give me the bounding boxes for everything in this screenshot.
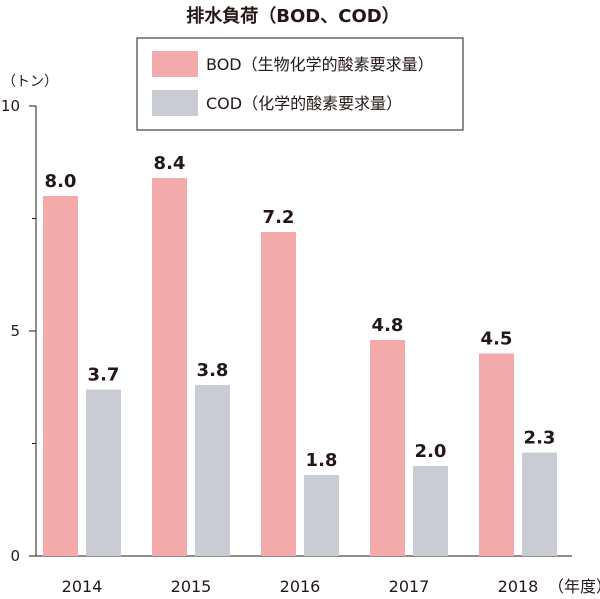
legend-label-cod: COD（化学的酸素要求量） <box>206 94 402 113</box>
data-label-cod-2017: 2.0 <box>415 441 447 462</box>
bar-cod-2018 <box>522 452 557 556</box>
y-axis-unit: （トン） <box>2 74 58 90</box>
data-label-bod-2015: 8.4 <box>154 153 186 174</box>
bar-bod-2015 <box>152 178 187 556</box>
bar-bod-2016 <box>261 232 296 556</box>
y-axis-ticks: 0 5 10 <box>1 97 36 565</box>
bars <box>43 178 557 556</box>
y-tick-label: 5 <box>10 322 20 340</box>
data-label-cod-2014: 3.7 <box>88 365 120 386</box>
x-axis-unit: （年度） <box>548 577 600 596</box>
bar-cod-2014 <box>86 389 121 556</box>
data-label-bod-2017: 4.8 <box>372 315 404 336</box>
legend-swatch-cod <box>152 90 198 116</box>
x-tick-label-2018: 2018 <box>498 577 539 596</box>
bar-bod-2014 <box>43 196 78 556</box>
bar-bod-2018 <box>479 353 514 556</box>
x-tick-label-2016: 2016 <box>280 577 321 596</box>
x-tick-label-2015: 2015 <box>171 577 212 596</box>
bar-cod-2017 <box>413 466 448 556</box>
x-axis-labels: 2014 2015 2016 2017 2018 <box>62 577 539 596</box>
chart-title: 排水負荷（BOD、COD） <box>186 5 399 27</box>
data-label-bod-2014: 8.0 <box>45 171 77 192</box>
legend: BOD（生物化学的酸素要求量） COD（化学的酸素要求量） <box>136 37 464 131</box>
data-label-bod-2018: 4.5 <box>481 329 513 350</box>
legend-label-bod: BOD（生物化学的酸素要求量） <box>206 55 434 74</box>
x-tick-label-2014: 2014 <box>62 577 103 596</box>
data-label-bod-2016: 7.2 <box>263 207 295 228</box>
bar-cod-2015 <box>195 385 230 556</box>
bar-bod-2017 <box>370 340 405 556</box>
y-tick-label: 0 <box>10 547 20 565</box>
x-tick-label-2017: 2017 <box>389 577 430 596</box>
data-labels: 8.0 3.7 8.4 3.8 7.2 1.8 4.8 2.0 4.5 2.3 <box>45 153 556 471</box>
y-tick-label: 10 <box>1 97 20 115</box>
data-label-cod-2018: 2.3 <box>524 428 556 449</box>
legend-swatch-bod <box>152 51 198 77</box>
data-label-cod-2015: 3.8 <box>197 360 229 381</box>
bar-cod-2016 <box>304 475 339 556</box>
data-label-cod-2016: 1.8 <box>306 450 338 471</box>
